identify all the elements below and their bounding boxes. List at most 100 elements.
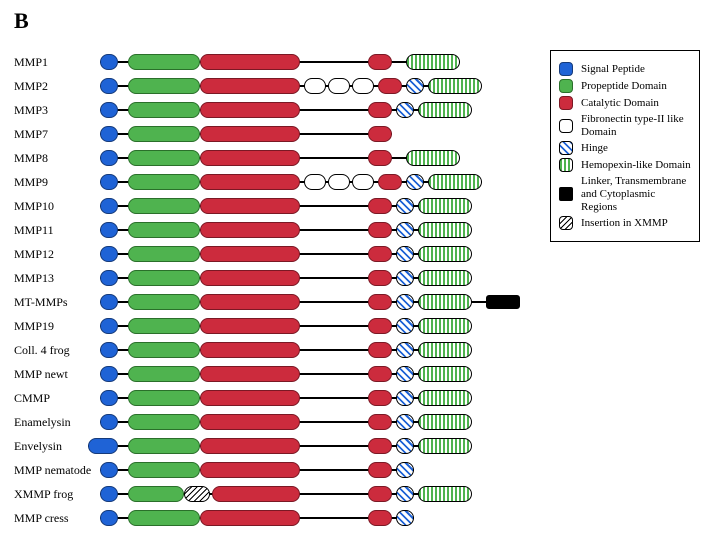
propeptide-domain: [128, 150, 200, 166]
insertion-domain: [184, 486, 210, 502]
signal-domain: [100, 102, 118, 118]
catalytic-domain: [200, 246, 300, 262]
catalytic-domain: [368, 342, 392, 358]
hinge-domain: [396, 414, 414, 430]
protein-label: MMP cress: [14, 511, 100, 526]
hinge-domain: [406, 174, 424, 190]
signal-domain: [100, 366, 118, 382]
legend-label: Hemopexin-like Domain: [581, 159, 691, 172]
hemopexin-domain: [418, 246, 472, 262]
protein-track: [100, 98, 554, 122]
signal-domain: [100, 78, 118, 94]
protein-label: Enamelysin: [14, 415, 100, 430]
protein-label: MMP7: [14, 127, 100, 142]
fibronectin-domain: [304, 174, 326, 190]
catalytic-domain: [378, 174, 402, 190]
protein-track: [100, 242, 554, 266]
protein-track: [100, 434, 554, 458]
catalytic-domain: [368, 294, 392, 310]
hinge-domain: [396, 486, 414, 502]
catalytic-domain: [200, 174, 300, 190]
signal-domain: [100, 294, 118, 310]
protein-label: MMP1: [14, 55, 100, 70]
legend-item: Propeptide Domain: [559, 79, 691, 93]
hinge-domain: [396, 366, 414, 382]
protein-label: MMP nematode: [14, 463, 100, 478]
catalytic-domain: [200, 294, 300, 310]
protein-row: MMP9: [14, 170, 554, 194]
protein-label: MMP2: [14, 79, 100, 94]
signal-domain: [100, 318, 118, 334]
protein-row: MT-MMPs: [14, 290, 554, 314]
protein-label: MMP13: [14, 271, 100, 286]
propeptide-domain: [128, 198, 200, 214]
fibronectin-domain: [304, 78, 326, 94]
protein-track: [100, 74, 554, 98]
catalytic-domain: [368, 462, 392, 478]
protein-label: CMMP: [14, 391, 100, 406]
propeptide-domain: [128, 54, 200, 70]
propeptide-domain: [128, 246, 200, 262]
hinge-domain: [396, 222, 414, 238]
catalytic-domain: [200, 462, 300, 478]
catalytic-domain: [368, 390, 392, 406]
legend-item: Linker, Transmembrane and Cytoplasmic Re…: [559, 175, 691, 213]
protein-track: [100, 410, 554, 434]
catalytic-domain: [368, 246, 392, 262]
legend-label: Catalytic Domain: [581, 97, 659, 110]
hemopexin-domain: [428, 78, 482, 94]
catalytic-domain: [368, 54, 392, 70]
catalytic-domain: [200, 342, 300, 358]
protein-label: MT-MMPs: [14, 295, 100, 310]
catalytic-swatch-icon: [559, 96, 573, 110]
propeptide-domain: [128, 222, 200, 238]
hinge-domain: [396, 246, 414, 262]
catalytic-domain: [200, 438, 300, 454]
hinge-domain: [396, 270, 414, 286]
signal-domain: [100, 270, 118, 286]
protein-label: MMP3: [14, 103, 100, 118]
protein-track: [100, 506, 554, 530]
catalytic-domain: [378, 78, 402, 94]
protein-label: MMP8: [14, 151, 100, 166]
hemopexin-domain: [418, 390, 472, 406]
catalytic-domain: [368, 198, 392, 214]
catalytic-domain: [212, 486, 300, 502]
protein-row: MMP1: [14, 50, 554, 74]
hemopexin-domain: [418, 294, 472, 310]
protein-track: [100, 362, 554, 386]
protein-track: [100, 122, 554, 146]
catalytic-domain: [200, 390, 300, 406]
hemopexin-domain: [418, 222, 472, 238]
signal-domain: [100, 510, 118, 526]
legend-label: Signal Peptide: [581, 63, 645, 76]
propeptide-swatch-icon: [559, 79, 573, 93]
hinge-domain: [396, 318, 414, 334]
hemopexin-domain: [406, 150, 460, 166]
hemopexin-domain: [418, 102, 472, 118]
protein-label: XMMP frog: [14, 487, 100, 502]
signal-domain: [100, 174, 118, 190]
hinge-domain: [396, 294, 414, 310]
protein-row: MMP2: [14, 74, 554, 98]
propeptide-domain: [128, 270, 200, 286]
catalytic-domain: [200, 318, 300, 334]
protein-label: MMP9: [14, 175, 100, 190]
protein-row: MMP7: [14, 122, 554, 146]
signal-domain: [100, 150, 118, 166]
protein-track: [100, 218, 554, 242]
hemopexin-domain: [428, 174, 482, 190]
propeptide-domain: [128, 486, 184, 502]
legend-label: Propeptide Domain: [581, 80, 667, 93]
catalytic-domain: [368, 150, 392, 166]
protein-track: [100, 170, 554, 194]
catalytic-domain: [368, 510, 392, 526]
signal-domain: [100, 390, 118, 406]
catalytic-domain: [200, 126, 300, 142]
protein-row: MMP19: [14, 314, 554, 338]
protein-track: [100, 314, 554, 338]
hinge-domain: [406, 78, 424, 94]
signal-domain: [100, 126, 118, 142]
hemopexin-domain: [406, 54, 460, 70]
protein-row: MMP11: [14, 218, 554, 242]
